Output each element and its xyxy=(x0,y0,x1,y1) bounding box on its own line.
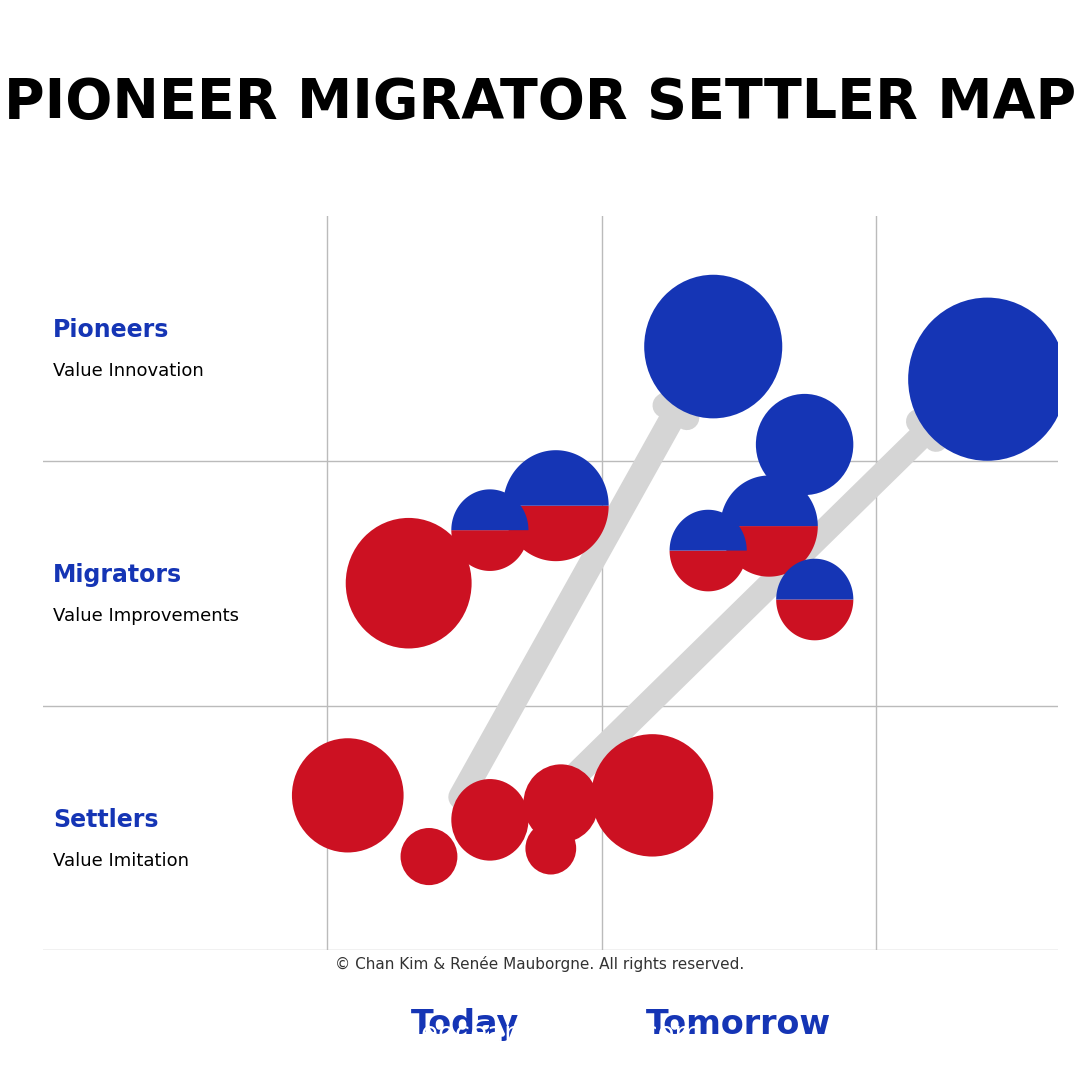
Ellipse shape xyxy=(592,734,713,856)
Text: Value Innovation: Value Innovation xyxy=(53,362,204,380)
Ellipse shape xyxy=(524,765,598,842)
Polygon shape xyxy=(777,558,853,599)
Ellipse shape xyxy=(644,274,782,418)
Polygon shape xyxy=(670,510,746,551)
Polygon shape xyxy=(503,505,609,562)
Ellipse shape xyxy=(401,828,458,886)
Text: Migrators: Migrators xyxy=(53,563,183,588)
Polygon shape xyxy=(503,450,609,505)
Polygon shape xyxy=(451,489,528,530)
Text: Today: Today xyxy=(410,1008,518,1040)
Text: PIONEER MIGRATOR SETTLER MAP: PIONEER MIGRATOR SETTLER MAP xyxy=(4,76,1076,130)
Ellipse shape xyxy=(451,779,528,861)
Ellipse shape xyxy=(292,739,404,852)
Polygon shape xyxy=(720,475,818,526)
Polygon shape xyxy=(670,551,746,592)
Ellipse shape xyxy=(756,394,853,495)
Polygon shape xyxy=(451,530,528,571)
Ellipse shape xyxy=(526,822,577,875)
Text: © Chan Kim & Renée Mauborgne. All rights reserved.: © Chan Kim & Renée Mauborgne. All rights… xyxy=(336,957,744,972)
Ellipse shape xyxy=(908,298,1067,461)
Text: blueoceanstrategy.com: blueoceanstrategy.com xyxy=(378,1021,702,1048)
Ellipse shape xyxy=(346,518,472,648)
Text: Tomorrow: Tomorrow xyxy=(646,1008,832,1040)
Text: Value Improvements: Value Improvements xyxy=(53,607,240,625)
Polygon shape xyxy=(777,599,853,640)
Text: Pioneers: Pioneers xyxy=(53,319,170,342)
Polygon shape xyxy=(720,526,818,577)
Text: Settlers: Settlers xyxy=(53,808,159,832)
Text: Value Imitation: Value Imitation xyxy=(53,852,189,869)
